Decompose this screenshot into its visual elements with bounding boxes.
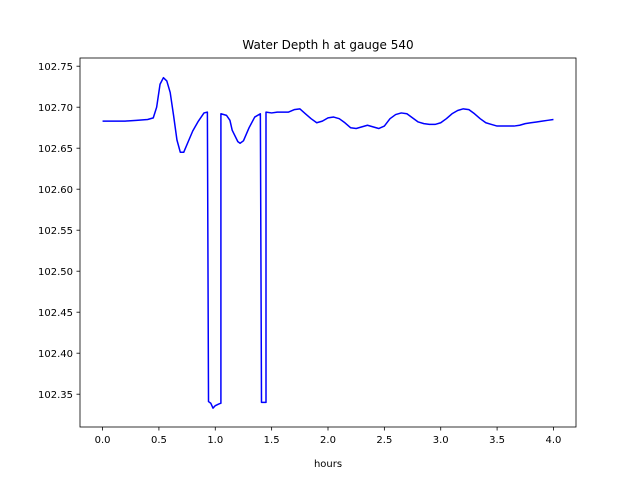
y-tick-label: 102.55: [38, 226, 73, 237]
series-layer: [102, 76, 554, 409]
x-tick-label: 2.0: [320, 435, 336, 446]
y-tick-label: 102.45: [38, 308, 73, 319]
plot-area: [80, 58, 576, 427]
chart-title: Water Depth h at gauge 540: [242, 38, 413, 52]
plot-background: [80, 58, 576, 427]
x-axis-label: hours: [314, 459, 342, 470]
series-line-0: [102, 76, 554, 409]
x-tick-label: 1.0: [207, 435, 223, 446]
y-tick-label: 102.65: [38, 144, 73, 155]
y-tick-label: 102.60: [38, 185, 73, 196]
x-tick-label: 2.5: [376, 435, 392, 446]
x-tick-label: 1.5: [264, 435, 280, 446]
y-tick-label: 102.50: [38, 267, 73, 278]
y-tick-label: 102.40: [38, 349, 73, 360]
x-tick-label: 4.0: [546, 435, 562, 446]
x-tick-label: 0.0: [95, 435, 111, 446]
x-tick-label: 3.0: [433, 435, 449, 446]
y-tick-label: 102.35: [38, 390, 73, 401]
axes: 0.0 0.5 1.0 1.5 2.0 2.5 3.0 3.5 4.0 102.35 102.40 1…: [38, 57, 577, 446]
x-tick-label: 0.5: [151, 435, 167, 446]
x-tick-label: 3.5: [489, 435, 505, 446]
y-tick-label: 102.75: [38, 62, 73, 73]
y-tick-label: 102.70: [38, 103, 73, 114]
